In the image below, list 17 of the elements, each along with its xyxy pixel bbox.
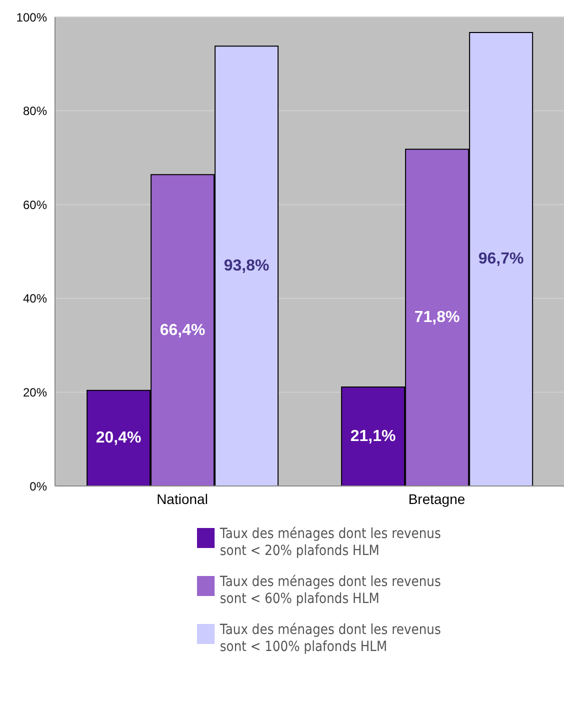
y-tick-label: 20%: [22, 385, 48, 400]
data-label: 20,4%: [96, 430, 142, 447]
legend-label: Taux des ménages dont les revenus sont < 20% plafonds HLM: [220, 526, 442, 560]
x-tick-label: National: [156, 490, 208, 507]
data-label: 66,4%: [160, 322, 206, 339]
y-tick-label: 0%: [30, 479, 48, 494]
y-tick-label: 100%: [16, 10, 48, 24]
data-label: 96,7%: [478, 250, 524, 268]
data-label: 71,8%: [414, 309, 460, 326]
y-tick-label: 40%: [22, 292, 48, 306]
y-tick-label: 60%: [22, 198, 48, 212]
legend-label: Taux des ménages dont les revenus sont < 100% plafonds HLM: [220, 622, 442, 656]
y-tick-label: 80%: [22, 104, 48, 118]
data-label: 93,8%: [224, 258, 270, 275]
legend-label: Taux des ménages dont les revenus sont < 60% plafonds HLM: [220, 574, 442, 608]
x-tick-label: Bretagne: [408, 490, 466, 507]
data-label: 21,1%: [350, 428, 396, 446]
